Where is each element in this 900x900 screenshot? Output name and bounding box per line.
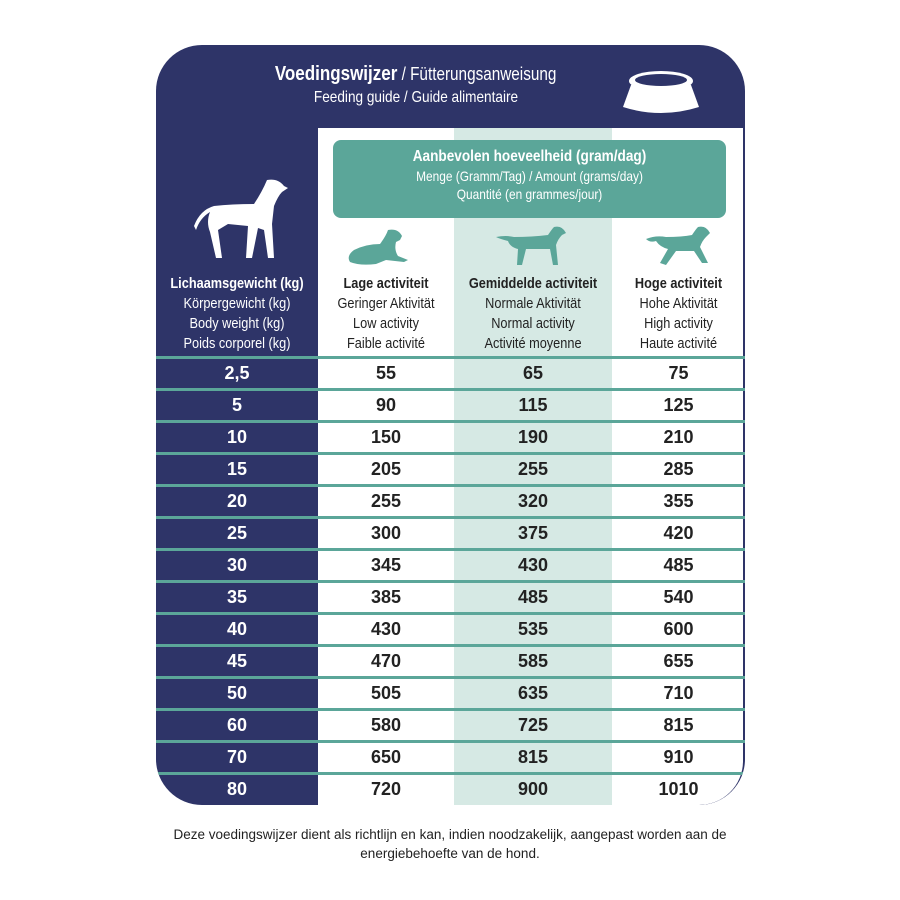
amount-cell: 1010 <box>658 779 699 799</box>
standing-dog-icon <box>194 179 288 258</box>
recommended-amount-header: Aanbevolen hoeveelheid (gram/dag) Menge … <box>333 140 726 218</box>
weight-cell: 2,5 <box>224 363 250 383</box>
amount-cell: 710 <box>663 683 694 703</box>
amount-cell: 285 <box>663 459 694 479</box>
amount-cell: 345 <box>370 555 402 575</box>
amount-cell: 255 <box>370 491 402 511</box>
amount-cell: 600 <box>663 619 694 639</box>
amount-cell: 75 <box>668 363 689 383</box>
amount-cell: 255 <box>517 459 549 479</box>
amount-cell: 585 <box>517 651 549 671</box>
amount-cell: 430 <box>517 555 549 575</box>
amount-cell: 540 <box>663 587 694 607</box>
footnote: Deze voedingswijzer dient als richtlijn … <box>173 827 727 861</box>
table-row: 45 470 585 655 <box>156 644 745 676</box>
table-row: 35 385 485 540 <box>156 580 745 612</box>
amount-cell: 635 <box>517 683 549 703</box>
walking-dog-icon <box>496 226 566 265</box>
weight-cell: 45 <box>226 651 248 671</box>
amount-cell: 210 <box>663 427 694 447</box>
amount-cell: 430 <box>370 619 402 639</box>
amount-cell: 355 <box>663 491 694 511</box>
running-dog-icon <box>646 226 710 265</box>
weight-cell: 5 <box>231 395 242 415</box>
amount-cell: 650 <box>370 747 402 767</box>
weight-cell: 80 <box>226 779 248 799</box>
table-row: 2,5 55 65 75 <box>156 356 745 388</box>
weight-cell: 70 <box>226 747 248 767</box>
table-row: 30 345 430 485 <box>156 548 745 580</box>
title-rest: / Fütterungsanweisung <box>397 64 557 84</box>
amount-cell: 655 <box>663 651 694 671</box>
column-header-medium: Gemiddelde activiteit Normale Aktivität No… <box>468 275 598 352</box>
amount-cell: 900 <box>517 779 549 799</box>
amount-cell: 300 <box>370 523 402 543</box>
amount-cell: 485 <box>517 587 549 607</box>
amount-cell: 910 <box>663 747 694 767</box>
amount-cell: 725 <box>517 715 549 735</box>
food-bowl-icon <box>623 71 699 113</box>
amount-subtitle-fr: Quantité (en grammes/jour) <box>456 186 603 202</box>
amount-cell: 150 <box>370 427 402 447</box>
amount-cell: 485 <box>663 555 694 575</box>
amount-cell: 65 <box>522 363 544 383</box>
title-bold: Voedingswijzer <box>275 63 398 85</box>
table-row: 10 150 190 210 <box>156 420 745 452</box>
amount-cell: 125 <box>663 395 694 415</box>
amount-cell: 375 <box>517 523 549 543</box>
amount-cell: 190 <box>517 427 549 447</box>
weight-cell: 10 <box>226 427 248 447</box>
column-header-high: Hoge activiteit Hohe Aktivität High activi… <box>634 275 723 352</box>
amount-cell: 420 <box>663 523 694 543</box>
table-row: 25 300 375 420 <box>156 516 745 548</box>
amount-cell: 720 <box>370 779 402 799</box>
amount-cell: 815 <box>517 747 549 767</box>
table-row: 60 580 725 815 <box>156 708 745 740</box>
amount-cell: 505 <box>370 683 402 703</box>
amount-cell: 385 <box>370 587 402 607</box>
amount-title: Aanbevolen hoeveelheid (gram/dag) <box>412 148 647 165</box>
amount-cell: 320 <box>517 491 549 511</box>
table-row: 80 720 900 1010 <box>156 772 745 804</box>
weight-cell: 40 <box>226 619 248 639</box>
amount-cell: 470 <box>370 651 402 671</box>
table-row: 50 505 635 710 <box>156 676 745 708</box>
amount-cell: 815 <box>663 715 694 735</box>
table-row: 5 90 115 125 <box>156 388 745 420</box>
amount-cell: 205 <box>370 459 402 479</box>
weight-cell: 35 <box>226 587 248 607</box>
guide-title: Voedingswijzer / Fütterungsanweisung Fee… <box>156 63 676 107</box>
weight-cell: 20 <box>226 491 248 511</box>
weight-cell: 50 <box>226 683 248 703</box>
weight-cell: 60 <box>226 715 248 735</box>
amount-cell: 535 <box>517 619 549 639</box>
table-row: 40 430 535 600 <box>156 612 745 644</box>
amount-cell: 55 <box>375 363 397 383</box>
weight-cell: 30 <box>226 555 248 575</box>
amount-cell: 580 <box>370 715 402 735</box>
lying-dog-icon <box>348 229 408 265</box>
table-row: 20 255 320 355 <box>156 484 745 516</box>
amount-subtitle: Menge (Gramm/Tag) / Amount (grams/day) <box>416 168 643 184</box>
subtitle: Feeding guide / Guide alimentaire <box>313 89 519 106</box>
table-row: 15 205 255 285 <box>156 452 745 484</box>
column-header-low: Lage activiteit Geringer Aktivität Low act… <box>337 275 435 352</box>
feeding-guide-card: Voedingswijzer / Fütterungsanweisung Fee… <box>156 45 745 805</box>
table-row: 70 650 815 910 <box>156 740 745 772</box>
column-header-weight: Lichaamsgewicht (kg) Körpergewicht (kg) Bo… <box>170 275 304 352</box>
amount-cell: 90 <box>375 395 397 415</box>
weight-cell: 15 <box>226 459 248 479</box>
amount-cell: 115 <box>518 395 548 415</box>
weight-cell: 25 <box>226 523 248 543</box>
